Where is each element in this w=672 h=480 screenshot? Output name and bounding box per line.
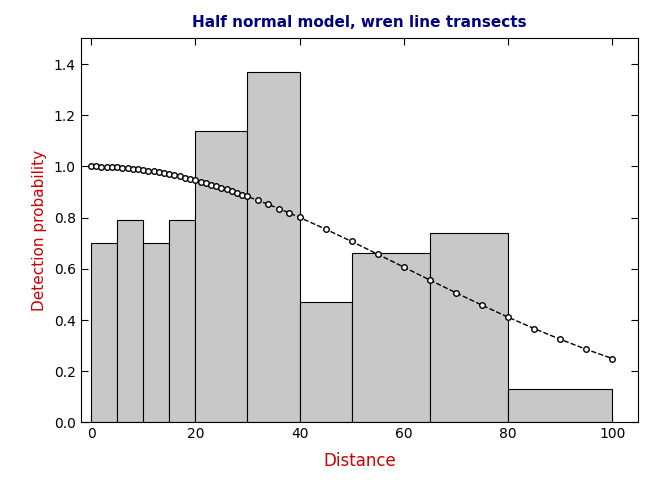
- Bar: [169, 220, 196, 422]
- Bar: [143, 243, 169, 422]
- X-axis label: Distance: Distance: [323, 452, 396, 470]
- Y-axis label: Detection probability: Detection probability: [32, 150, 47, 311]
- Bar: [247, 72, 300, 422]
- Bar: [508, 389, 612, 422]
- Bar: [351, 253, 430, 422]
- Bar: [300, 302, 351, 422]
- Bar: [196, 131, 247, 422]
- Title: Half normal model, wren line transects: Half normal model, wren line transects: [192, 15, 527, 30]
- Bar: [430, 233, 508, 422]
- Bar: [91, 243, 117, 422]
- Bar: [117, 220, 143, 422]
